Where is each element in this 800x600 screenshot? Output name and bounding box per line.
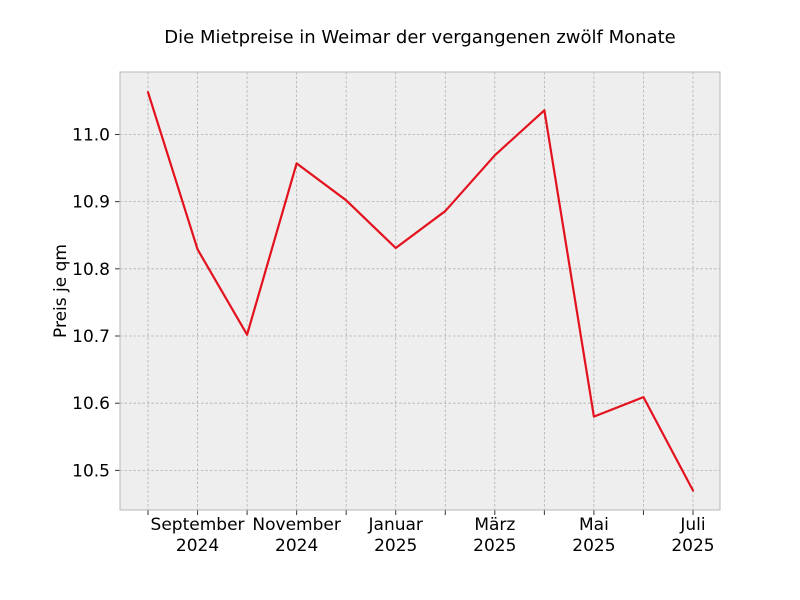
y-tick-label: 11.0 bbox=[72, 125, 110, 145]
x-tick-label-month: November bbox=[252, 515, 340, 535]
x-tick-label: November 2024 bbox=[252, 515, 340, 556]
x-tick-label: März 2025 bbox=[473, 515, 516, 556]
x-tick-label-year: 2025 bbox=[572, 536, 615, 556]
plot-border bbox=[119, 71, 721, 511]
y-tick-label: 10.6 bbox=[72, 394, 110, 414]
y-tick-label: 10.7 bbox=[72, 327, 110, 347]
series-line bbox=[146, 91, 695, 492]
chart-title: Die Mietpreise in Weimar der vergangenen… bbox=[164, 27, 675, 48]
plot-area bbox=[120, 72, 720, 510]
x-tick-label-month: Juli bbox=[679, 515, 705, 535]
x-tick-label-month: September bbox=[151, 515, 245, 535]
y-tick-labels: 10.5 10.6 10.7 10.8 10.9 11.0 bbox=[72, 125, 110, 481]
x-tick-label-year: 2025 bbox=[671, 536, 714, 556]
y-tick-label: 10.9 bbox=[72, 193, 110, 213]
x-tick-label-year: 2025 bbox=[473, 536, 516, 556]
x-tick-label-month: März bbox=[474, 515, 515, 535]
x-tick-label-month: Januar bbox=[368, 515, 423, 535]
y-tick-label: 10.8 bbox=[72, 260, 110, 280]
y-axis-label: Preis je qm bbox=[51, 244, 71, 338]
x-tick-label-year: 2024 bbox=[275, 536, 318, 556]
x-tick-label: Mai 2025 bbox=[572, 515, 615, 556]
axis-ticks bbox=[115, 133, 694, 515]
x-tick-label: Januar 2025 bbox=[368, 515, 423, 556]
x-tick-label: September 2024 bbox=[151, 515, 245, 556]
x-tick-label-year: 2024 bbox=[176, 536, 219, 556]
x-tick-label-month: Mai bbox=[579, 515, 609, 535]
x-tick-label: Juli 2025 bbox=[671, 515, 714, 556]
y-tick-label: 10.5 bbox=[72, 461, 110, 481]
grid-lines bbox=[120, 72, 720, 510]
x-tick-label-year: 2025 bbox=[374, 536, 417, 556]
